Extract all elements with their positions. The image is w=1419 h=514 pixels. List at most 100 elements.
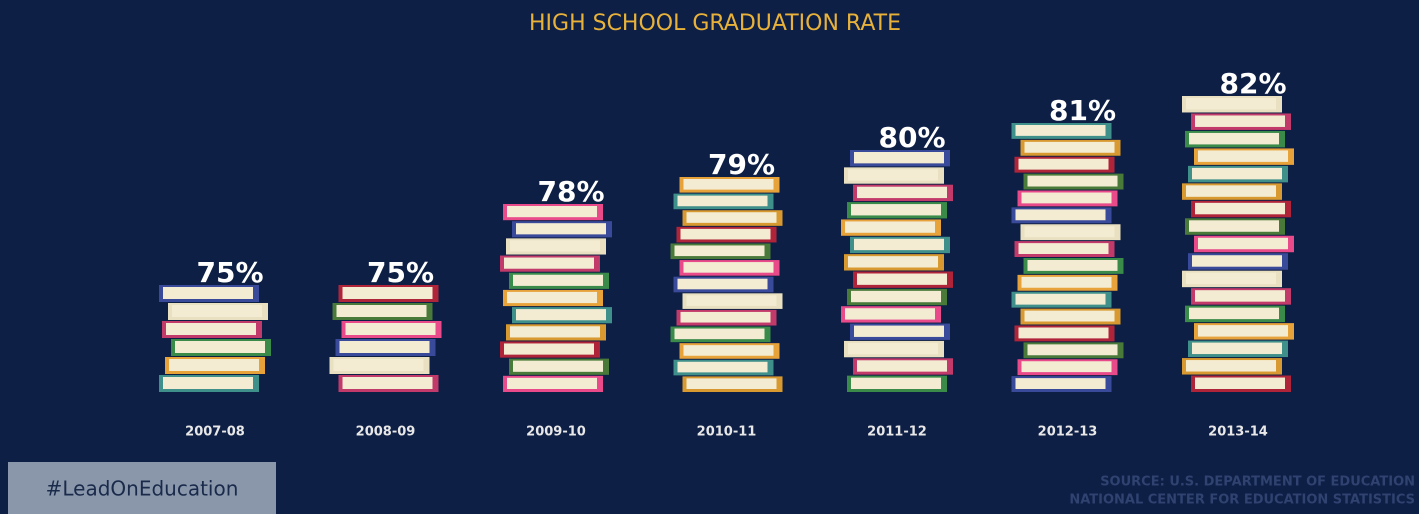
- book-pages: [1024, 310, 1115, 322]
- book-pages: [686, 212, 777, 223]
- book-pages: [1189, 220, 1279, 232]
- book-pages: [163, 377, 253, 389]
- book-pages: [1015, 125, 1106, 136]
- book-pages: [848, 256, 938, 268]
- value-label: 79%: [708, 148, 775, 181]
- value-label: 82%: [1219, 67, 1286, 100]
- book-pages: [1021, 276, 1112, 288]
- book-pages: [1027, 175, 1118, 187]
- x-tick-label: 2011-12: [867, 425, 927, 440]
- book-pages: [504, 343, 594, 355]
- book-pages: [1021, 361, 1112, 373]
- book-pages: [674, 245, 765, 257]
- book-pages: [683, 345, 774, 356]
- book-pages: [1198, 150, 1288, 162]
- book-pages: [854, 325, 944, 337]
- book-pages: [674, 328, 765, 340]
- book-pages: [1018, 327, 1109, 339]
- book-pages: [848, 169, 938, 181]
- x-tick-label: 2009-10: [526, 425, 586, 440]
- book-pages: [854, 152, 944, 164]
- chart-title: HIGH SCHOOL GRADUATION RATE: [529, 11, 901, 36]
- book-pages: [1027, 260, 1118, 271]
- x-tick-label: 2010-11: [697, 425, 757, 440]
- book-pages: [851, 204, 941, 216]
- book-pages: [851, 290, 941, 303]
- x-tick-label: 2012-13: [1038, 425, 1098, 440]
- book-stack: [159, 285, 271, 392]
- book-pages: [1192, 255, 1282, 267]
- book-pages: [857, 273, 947, 285]
- book-pages: [1024, 141, 1115, 153]
- book-pages: [172, 305, 262, 317]
- book-pages: [686, 378, 777, 389]
- book-pages: [513, 274, 603, 286]
- book-pages: [677, 361, 768, 373]
- book-pages: [513, 360, 603, 372]
- book-pages: [680, 311, 771, 323]
- book-pages: [510, 240, 600, 252]
- book-pages: [507, 377, 597, 389]
- hashtag: #LeadOnEducation: [46, 477, 239, 501]
- book-pages: [680, 228, 771, 240]
- book-stack: [329, 285, 442, 392]
- book-pages: [1189, 307, 1279, 320]
- book-pages: [166, 323, 256, 335]
- book-pages: [1195, 290, 1285, 302]
- book-pages: [1198, 325, 1288, 337]
- book-pages: [516, 223, 606, 235]
- x-tick-label: 2007-08: [185, 425, 245, 440]
- book-stack: [841, 150, 953, 392]
- book-pages: [336, 305, 427, 317]
- book-pages: [851, 377, 941, 389]
- book-pages: [857, 186, 947, 199]
- book-pages: [1192, 342, 1282, 355]
- book-pages: [163, 287, 253, 299]
- book-pages: [1027, 344, 1118, 356]
- value-label: 78%: [537, 175, 604, 208]
- book-pages: [510, 326, 600, 338]
- book-pages: [345, 323, 436, 335]
- book-pages: [1186, 185, 1276, 197]
- book-pages: [1015, 209, 1106, 221]
- book-pages: [1198, 237, 1288, 250]
- book-pages: [1015, 293, 1106, 305]
- value-label: 80%: [878, 121, 945, 154]
- source-line: SOURCE: U.S. DEPARTMENT OF EDUCATION: [1100, 475, 1415, 490]
- value-label: 81%: [1049, 94, 1116, 127]
- book-pages: [1195, 202, 1285, 215]
- book-stack: [1011, 123, 1124, 392]
- book-pages: [845, 308, 935, 320]
- book-pages: [1018, 158, 1109, 170]
- book-pages: [1186, 360, 1276, 372]
- book-pages: [857, 360, 947, 372]
- book-pages: [848, 342, 938, 355]
- book-pages: [169, 359, 259, 371]
- book-pages: [1186, 98, 1276, 110]
- x-tick-label: 2013-14: [1208, 425, 1268, 440]
- book-pages: [507, 206, 597, 218]
- book-pages: [339, 341, 430, 353]
- book-pages: [504, 257, 594, 269]
- book-pages: [686, 295, 777, 306]
- value-label: 75%: [196, 256, 263, 289]
- book-pages: [342, 287, 433, 299]
- book-pages: [1021, 192, 1112, 204]
- book-pages: [1195, 115, 1285, 127]
- book-pages: [1192, 167, 1282, 180]
- book-pages: [1015, 378, 1106, 389]
- book-pages: [845, 221, 935, 233]
- book-pages: [333, 359, 424, 371]
- book-pages: [1189, 132, 1279, 145]
- value-label: 75%: [367, 256, 434, 289]
- book-stack: [1182, 96, 1294, 392]
- book-pages: [1186, 272, 1276, 285]
- book-pages: [1018, 243, 1109, 254]
- book-pages: [507, 291, 597, 304]
- book-pages: [516, 309, 606, 321]
- hashtag-box: [8, 462, 276, 514]
- x-tick-label: 2008-09: [356, 425, 416, 440]
- book-pages: [683, 262, 774, 273]
